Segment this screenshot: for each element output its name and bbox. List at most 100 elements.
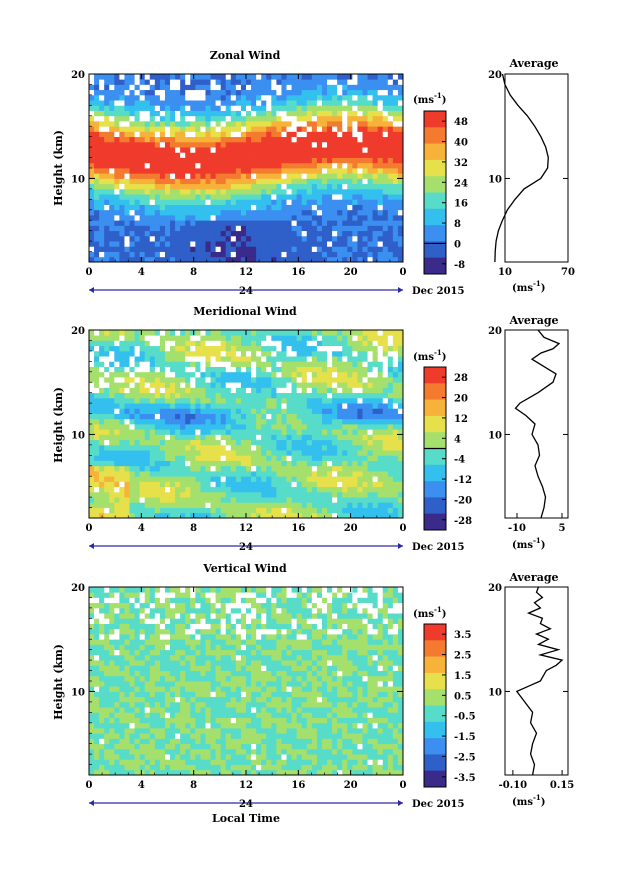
heat-cell [387,173,394,179]
heat-cell [99,613,105,619]
heat-cell [327,100,333,106]
heat-cell [352,382,358,388]
heat-cell [119,660,125,666]
heat-cell [159,141,166,148]
heat-cell [306,147,313,153]
heat-cell [134,413,141,420]
colorbar-swatch [424,367,446,384]
heat-cell [397,168,404,174]
heat-cell [210,371,217,378]
heat-cell [124,366,130,373]
heat-cell [164,350,171,357]
heat-cell [119,670,125,677]
heat-cell [144,241,151,247]
meridional-secondary-label: 24 [239,542,253,553]
heat-cell [347,403,353,409]
heat-cell [170,235,176,242]
heat-cell [159,413,166,420]
heat-cell [139,403,146,409]
heat-cell [185,460,191,467]
heat-cell [251,173,257,179]
heat-cell [235,147,242,153]
heat-cell [154,413,161,420]
heat-cell [210,345,217,352]
heat-cell [327,502,333,508]
heat-cell [291,246,298,252]
heat-cell [99,607,105,614]
heat-cell [154,188,161,195]
heat-cell [291,439,298,446]
heat-cell [246,183,252,190]
heat-cell [235,460,242,467]
heat-cell [387,241,394,247]
heat-cell [170,507,176,514]
heat-cell [124,94,130,101]
heat-cell [154,424,161,430]
heat-cell [306,377,313,383]
heat-cell [200,403,206,409]
heat-cell [362,382,368,388]
heat-cell [276,199,282,205]
heat-cell [246,251,252,258]
heat-cell [240,382,247,388]
heat-cell [337,418,343,425]
heat-cell [89,738,95,745]
heat-cell [321,136,328,143]
heat-cell [164,157,171,164]
heat-cell [276,89,282,96]
heat-cell [114,215,120,221]
heat-cell [124,686,130,692]
heat-cell [337,497,343,503]
heat-cell [215,397,222,404]
heat-cell [352,397,358,404]
heat-cell [296,220,303,226]
heat-cell [327,126,333,132]
heat-cell [387,220,394,226]
heat-cell [296,230,303,237]
heat-cell [296,89,303,96]
heat-cell [109,665,115,671]
heat-cell [99,126,105,132]
heat-cell [276,121,282,127]
heat-cell [392,413,399,420]
heat-cell [377,434,384,441]
heat-cell [215,136,222,143]
heat-cell [195,439,201,446]
heat-cell [230,377,237,383]
heat-cell [225,471,232,477]
heat-cell [347,502,353,508]
heat-cell [392,235,399,242]
heat-cell [139,471,146,477]
heat-cell [200,502,206,508]
heat-cell [114,84,120,91]
heat-cell [256,199,262,205]
heat-cell [311,507,318,514]
heat-cell [139,162,146,169]
heat-cell [109,392,115,399]
heat-cell [94,340,100,347]
heat-cell [195,194,201,200]
heat-cell [225,424,232,430]
heat-cell [377,450,384,456]
heat-cell [266,136,272,143]
heat-cell [235,251,242,258]
zonal-profile-unit: (ms-1) [512,279,545,294]
heat-cell [154,408,161,414]
heat-cell [230,465,237,472]
heat-cell [377,162,384,169]
heat-cell [175,397,181,404]
heat-cell [342,350,348,357]
heat-cell [94,738,100,745]
heat-cell [164,413,171,420]
heat-cell [281,408,287,414]
heat-cell [170,450,176,456]
heat-cell [377,444,384,451]
heat-cell [215,246,222,252]
heat-cell [392,131,399,138]
heat-cell [372,188,379,195]
heat-cell [235,450,242,456]
heat-cell [114,408,120,414]
heat-cell [119,497,125,503]
heat-cell [99,707,105,713]
heat-cell [286,256,292,263]
